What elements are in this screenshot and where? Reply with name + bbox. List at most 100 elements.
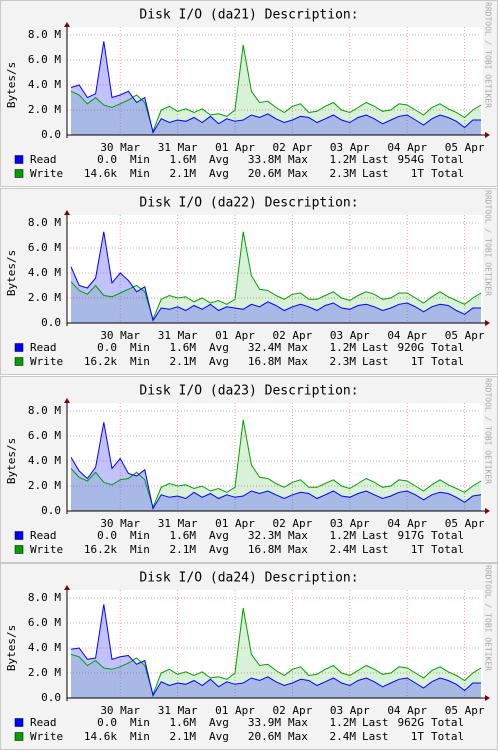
legend-stat-value: 1.2M — [330, 153, 357, 166]
legend-stat-label: Last — [362, 167, 389, 180]
legend-stat-value: 2.1M — [170, 355, 197, 368]
legend-label: Write — [30, 167, 63, 180]
x-tick-label: 03 Apr — [330, 141, 370, 154]
axis-arrow — [485, 132, 490, 138]
legend-stat-value: 0.0 — [97, 341, 117, 354]
x-tick-label: 30 Mar — [100, 329, 140, 342]
legend-stat-value: 0.0 — [97, 716, 117, 729]
legend-stat-value: 920G — [398, 341, 425, 354]
legend-stat-label: Total — [431, 153, 464, 166]
legend-stat-value: 962G — [398, 716, 425, 729]
legend-label: Write — [30, 730, 63, 743]
y-tick-label: 2.0 M — [28, 103, 61, 116]
x-tick-label: 04 Apr — [387, 141, 427, 154]
legend-stat-value: 1.2M — [330, 341, 357, 354]
legend-stat-label: Avg — [209, 529, 229, 542]
axis-arrow — [64, 22, 70, 27]
x-tick-label: 31 Mar — [158, 329, 198, 342]
legend-stat-value: 33.8M — [248, 153, 281, 166]
legend-stat-label: Min — [130, 716, 150, 729]
legend-stat-value: 1.6M — [170, 153, 197, 166]
legend-swatch — [14, 155, 24, 164]
axis-arrow — [485, 507, 490, 514]
legend-stat-value: 2.1M — [170, 730, 197, 743]
legend-stat-label: Last — [362, 341, 389, 354]
chart-title: Disk I/O (da23) Description: — [139, 383, 358, 398]
legend-stat-value: 2.1M — [170, 167, 197, 180]
legend-stat-value: 1.6M — [170, 529, 197, 542]
y-tick-label: 4.0 M — [28, 78, 61, 91]
x-tick-label: 01 Apr — [215, 704, 255, 717]
axis-arrow — [64, 585, 70, 591]
watermark: RRDTOOL / TOBI OETIKER — [484, 378, 493, 484]
legend-stat-value: 20.6M — [248, 167, 281, 180]
y-tick-label: 6.0 M — [28, 429, 61, 442]
x-tick-label: 30 Mar — [100, 141, 140, 154]
series-area — [71, 41, 481, 135]
legend-stat-label: Last — [362, 153, 389, 166]
legend-stat-label: Last — [362, 355, 389, 368]
legend-stat-label: Avg — [209, 167, 229, 180]
series-line — [70, 604, 481, 698]
y-tick-label: 6.0 M — [28, 241, 61, 254]
series-area — [71, 421, 481, 511]
legend-swatch — [14, 718, 24, 727]
y-tick-label: 6.0 M — [28, 616, 61, 629]
y-tick-label: 0.0 — [41, 128, 61, 141]
legend-label: Read — [30, 341, 57, 354]
series-line — [70, 41, 481, 134]
legend-stat-label: Avg — [209, 543, 229, 556]
legend-swatch — [14, 357, 24, 366]
y-tick-label: 4.0 M — [28, 454, 61, 467]
x-tick-label: 04 Apr — [387, 517, 427, 530]
chart-title: Disk I/O (da24) Description: — [139, 571, 358, 586]
legend-stat-label: Avg — [209, 716, 229, 729]
legend-label: Read — [30, 529, 57, 542]
graph-panel: Disk I/O (da24) Description: Bytes/s RRDTO… — [0, 563, 498, 751]
y-tick-label: 0.0 — [41, 504, 61, 517]
legend-stat-label: Min — [130, 730, 150, 743]
x-tick-label: 05 Apr — [445, 517, 485, 530]
legend-stat-value: 917G — [398, 529, 425, 542]
legend-stat-value: 1T — [411, 543, 425, 556]
x-tick-label: 03 Apr — [330, 704, 370, 717]
series-line — [70, 231, 481, 322]
series-area — [71, 604, 481, 699]
watermark: RRDTOOL / TOBI OETIKER — [484, 565, 493, 671]
series-area — [71, 231, 481, 323]
chart-title: Disk I/O (da21) Description: — [139, 8, 358, 23]
legend-stat-label: Avg — [209, 355, 229, 368]
legend-stat-value: 954G — [398, 153, 425, 166]
legend-stat-value: 1T — [411, 730, 425, 743]
legend-stat-label: Max — [288, 529, 308, 542]
legend-stat-label: Total — [431, 341, 464, 354]
legend-label: Write — [30, 543, 63, 556]
legend-swatch — [14, 530, 24, 540]
legend-label: Read — [30, 716, 57, 729]
legend-stat-value: 1.2M — [330, 716, 357, 729]
legend-stat-label: Max — [288, 716, 308, 729]
x-tick-label: 31 Mar — [158, 517, 198, 530]
y-tick-label: 4.0 M — [28, 266, 61, 279]
legend-stat-label: Min — [130, 341, 150, 354]
x-tick-label: 02 Apr — [273, 704, 313, 717]
x-tick-label: 02 Apr — [273, 517, 313, 530]
legend-stat-label: Total — [431, 167, 464, 180]
x-tick-label: 05 Apr — [445, 704, 485, 717]
series-area — [71, 231, 481, 323]
y-tick-label: 2.0 M — [28, 291, 61, 304]
legend-stat-value: 33.9M — [248, 716, 281, 729]
y-tick-label: 6.0 M — [28, 53, 61, 66]
legend-stat-value: 1.6M — [170, 341, 197, 354]
legend-swatch — [14, 169, 24, 178]
legend-stat-label: Total — [431, 543, 464, 556]
x-tick-label: 01 Apr — [215, 517, 255, 530]
legend-stat-value: 2.3M — [330, 355, 357, 368]
legend-stat-value: 2.1M — [170, 543, 197, 556]
x-tick-label: 31 Mar — [158, 141, 198, 154]
x-tick-label: 04 Apr — [387, 329, 427, 342]
chart-title: Disk I/O (da22) Description: — [139, 195, 358, 210]
x-tick-label: 02 Apr — [273, 329, 313, 342]
legend-stat-label: Last — [362, 529, 389, 542]
